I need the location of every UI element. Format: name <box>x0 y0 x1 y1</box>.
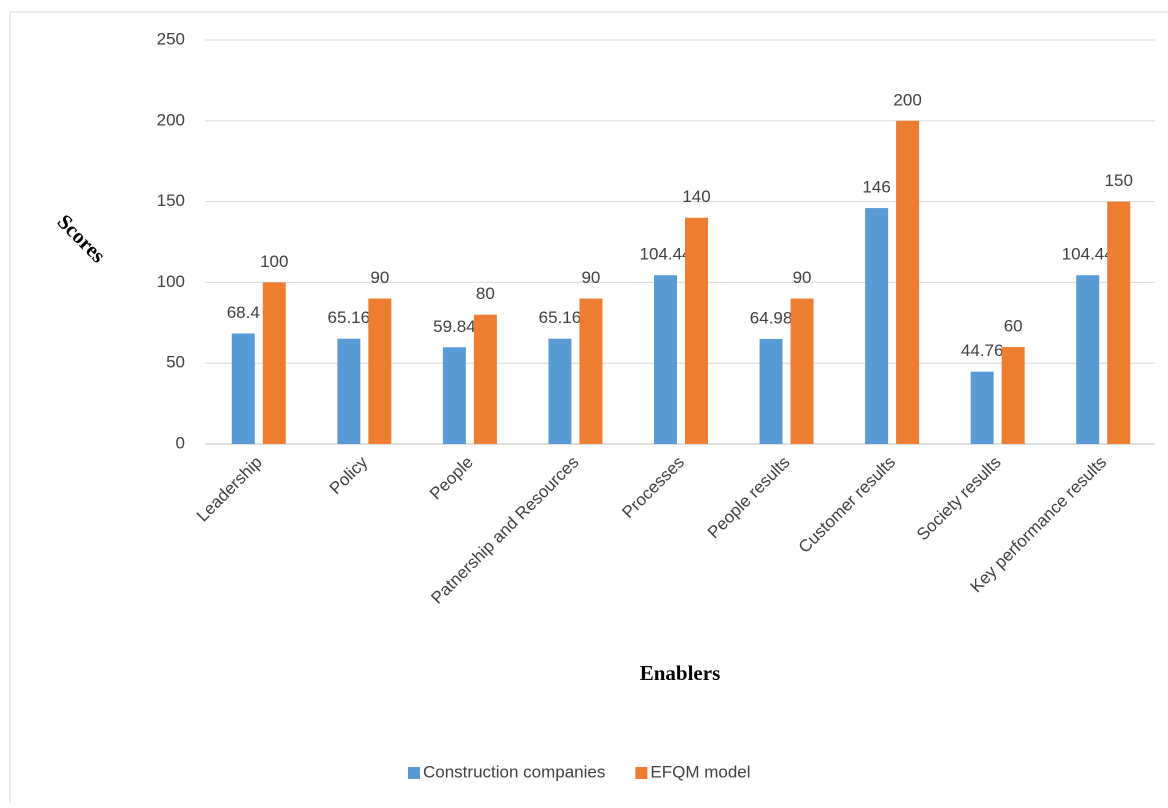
bar <box>654 275 677 444</box>
chart-border <box>9 11 1168 808</box>
y-tick-label: 250 <box>157 29 185 48</box>
legend-label: Construction companies <box>423 762 605 781</box>
x-tick-label: People results <box>704 453 794 543</box>
y-tick-label: 100 <box>157 272 185 291</box>
value-label: 90 <box>370 268 389 287</box>
value-label: 68.4 <box>227 303 260 322</box>
value-label: 65.16 <box>328 308 371 327</box>
value-label: 64.98 <box>750 308 793 327</box>
value-label: 140 <box>682 187 710 206</box>
y-axis-title: Scores <box>53 209 111 267</box>
value-label: 200 <box>893 90 921 109</box>
x-tick-label: Customer results <box>795 453 899 557</box>
bar <box>579 298 603 444</box>
bar <box>368 298 392 444</box>
legend-swatch <box>635 767 648 779</box>
legend-label: EFQM model <box>650 762 750 781</box>
x-tick-label: Policy <box>326 452 372 498</box>
bar <box>970 371 994 444</box>
value-label: 146 <box>862 178 890 197</box>
bar <box>337 338 361 444</box>
bar <box>442 347 466 444</box>
x-axis-title: Enablers <box>640 661 721 685</box>
x-tick-label: Leadership <box>193 453 266 526</box>
value-label: 150 <box>1105 171 1133 190</box>
value-label: 65.16 <box>539 308 582 327</box>
bar <box>790 298 814 444</box>
bar <box>896 120 920 445</box>
value-label: 104.44 <box>1062 245 1114 264</box>
y-tick-label: 50 <box>166 353 185 372</box>
value-label: 104.44 <box>640 245 692 264</box>
value-label: 80 <box>476 284 495 303</box>
bar <box>1001 347 1025 444</box>
bar <box>865 208 889 444</box>
y-tick-label: 200 <box>157 110 185 129</box>
value-label: 60 <box>1004 317 1023 336</box>
value-label: 90 <box>793 268 812 287</box>
x-tick-label: Society results <box>913 453 1005 545</box>
bar <box>1107 201 1131 444</box>
bar <box>231 333 255 444</box>
x-tick-label: Processes <box>618 453 688 523</box>
bar <box>262 282 286 444</box>
x-tick-label: People <box>426 453 477 504</box>
bar <box>1076 275 1100 444</box>
bar <box>759 338 783 444</box>
bar <box>548 338 572 444</box>
value-label: 44.76 <box>961 341 1004 360</box>
bar <box>473 314 497 444</box>
y-tick-label: 0 <box>176 433 185 452</box>
legend-swatch <box>408 767 420 779</box>
bar <box>685 217 708 444</box>
value-label: 100 <box>260 252 288 271</box>
value-label: 59.84 <box>433 317 476 336</box>
y-tick-label: 150 <box>157 191 185 210</box>
value-label: 90 <box>581 268 600 287</box>
